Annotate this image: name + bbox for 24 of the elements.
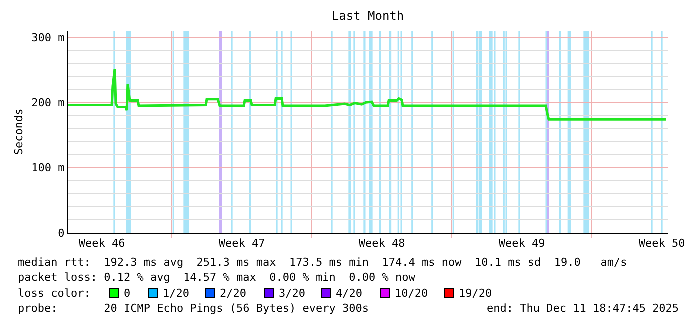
text: probe: 20 ICMP Echo Pings (56 Bytes) every 300s xyxy=(18,302,369,315)
text: 0 xyxy=(124,287,131,300)
x-tick-label: Week 47 xyxy=(218,237,266,250)
text: 4/20 xyxy=(336,287,362,300)
x-tick-label: Week 49 xyxy=(498,237,546,250)
x-tick-label: Week 50 xyxy=(638,237,686,250)
text: 19/20 xyxy=(459,287,492,300)
y-tick-label: 300 m xyxy=(32,31,66,44)
x-tick-label: Week 46 xyxy=(78,237,126,250)
y-tick-label: 100 m xyxy=(32,162,66,175)
text: packet loss: 0.12 % avg 14.57 % max 0.00 % min 0.00 % now xyxy=(18,271,416,284)
text: 10/20 xyxy=(395,287,428,300)
line-series xyxy=(68,68,668,121)
text: 1/20 xyxy=(163,287,190,300)
text: 2/20 xyxy=(220,287,246,300)
text: median rtt: 192.3 ms avg 251.3 ms max 173.5 ms min 174.4 ms now 10.1 ms sd 19.0 am/s xyxy=(18,256,628,269)
y-tick-label: 0 xyxy=(58,226,65,240)
text: loss color: xyxy=(18,287,91,300)
chart-title: Last Month xyxy=(332,9,404,24)
text: end: Thu Dec 11 18:47:45 2025 xyxy=(487,302,680,315)
y-tick-label: 200 m xyxy=(32,96,66,110)
text: 3/20 xyxy=(279,287,306,300)
y-axis-title: Seconds xyxy=(12,108,26,156)
x-tick-label: Week 48 xyxy=(358,237,406,250)
